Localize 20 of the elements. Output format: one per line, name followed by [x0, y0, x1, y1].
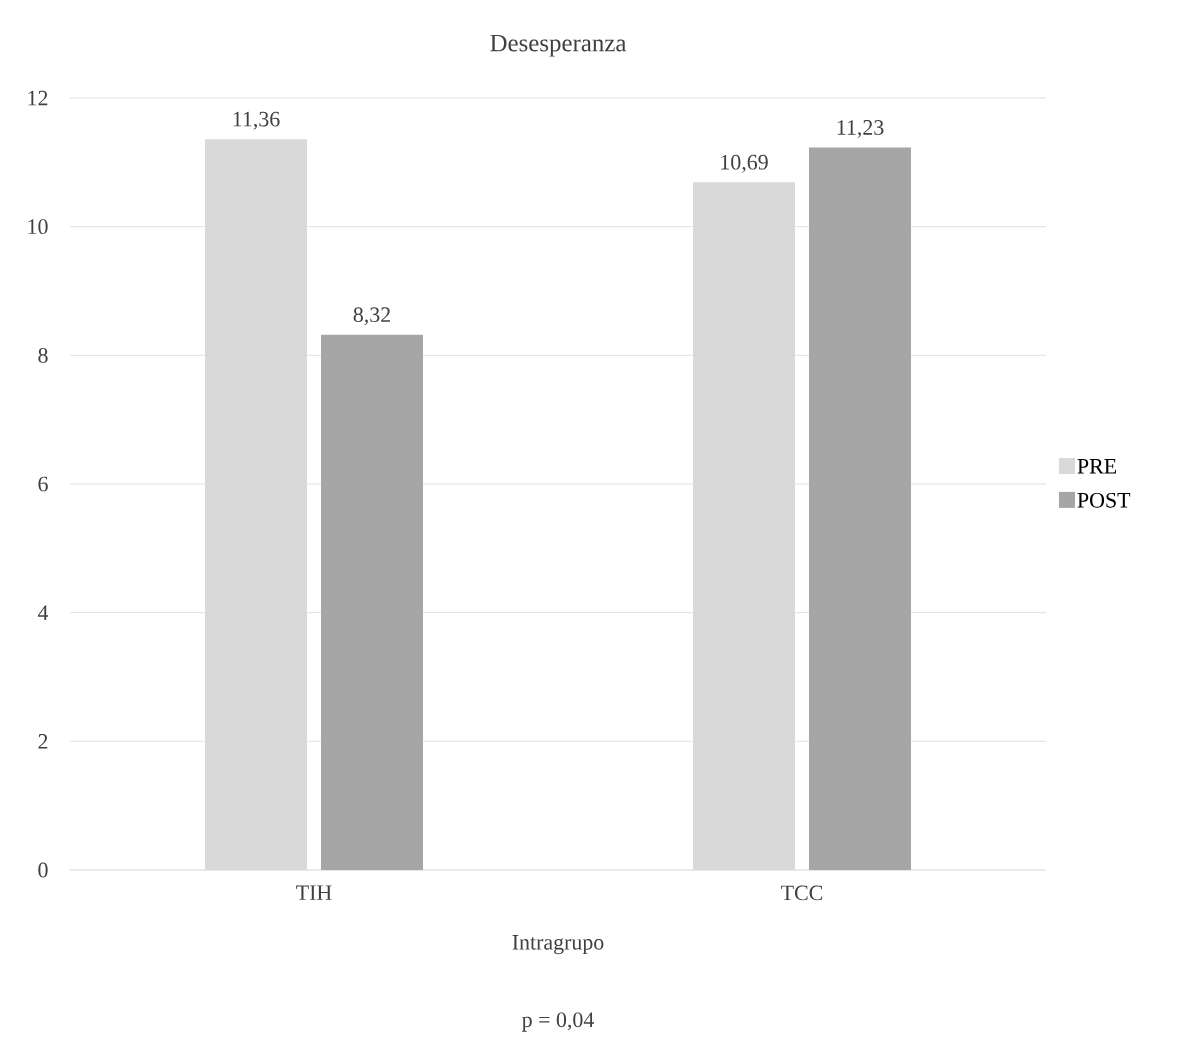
y-tick-label: 10: [28, 219, 48, 235]
x-axis-title: Intragrupo: [512, 935, 604, 955]
legend-label: POST: [1077, 492, 1131, 508]
data-label: 10,69: [721, 154, 768, 173]
y-tick-label: 12: [28, 90, 48, 106]
chart-title: Desesperanza: [490, 34, 627, 57]
y-tick-label: 8: [38, 347, 48, 363]
data-label: 8,32: [353, 307, 390, 326]
legend-label: PRE: [1077, 459, 1117, 474]
y-tick-label: 2: [38, 734, 48, 749]
x-tick-label: TIH: [296, 885, 332, 900]
bar: [321, 334, 423, 870]
y-tick-label: 6: [38, 476, 48, 492]
x-tick-label: TCC: [781, 885, 823, 901]
y-tick-label: 0: [38, 862, 48, 878]
text: p = 0,04: [522, 1012, 594, 1032]
y-tick-label: 4: [37, 605, 49, 620]
data-label: 11,23: [837, 120, 884, 139]
bar: [809, 147, 912, 870]
data-label: 11,36: [233, 111, 280, 130]
